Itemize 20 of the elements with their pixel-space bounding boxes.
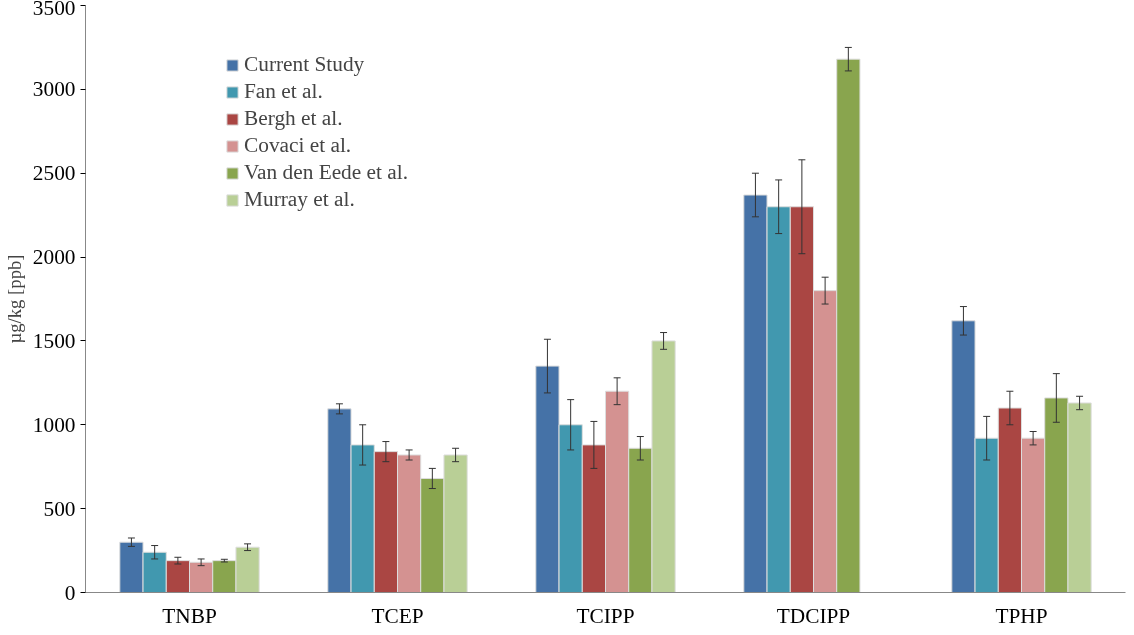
legend-label: Bergh et al. [244,106,343,131]
y-tick-label: 500 [43,496,76,521]
x-tick-label: TCEP [371,603,424,628]
y-tick-label: 2500 [32,161,76,186]
x-tick-label: TPHP [995,603,1048,628]
y-tick-label: 3000 [32,77,76,102]
legend-label: Fan et al. [244,79,323,104]
y-tick-label: 3500 [32,0,76,20]
legend-label: Current Study [244,52,365,77]
y-tick-label: 1500 [32,328,76,353]
y-tick-label: 2000 [32,245,76,270]
x-tick-label: TCIPP [576,603,635,628]
legend-label: Covaci et al. [244,133,352,158]
x-tick-label: TNBP [162,603,217,628]
y-axis-title: µg/kg [ppb] [3,254,25,344]
y-tick-label: 1000 [32,412,76,437]
x-tick-label: TDCIPP [776,603,851,628]
legend-label: Murray et al. [244,187,355,212]
y-tick-label: 0 [64,580,76,605]
legend-label: Van den Eede et al. [244,160,409,185]
